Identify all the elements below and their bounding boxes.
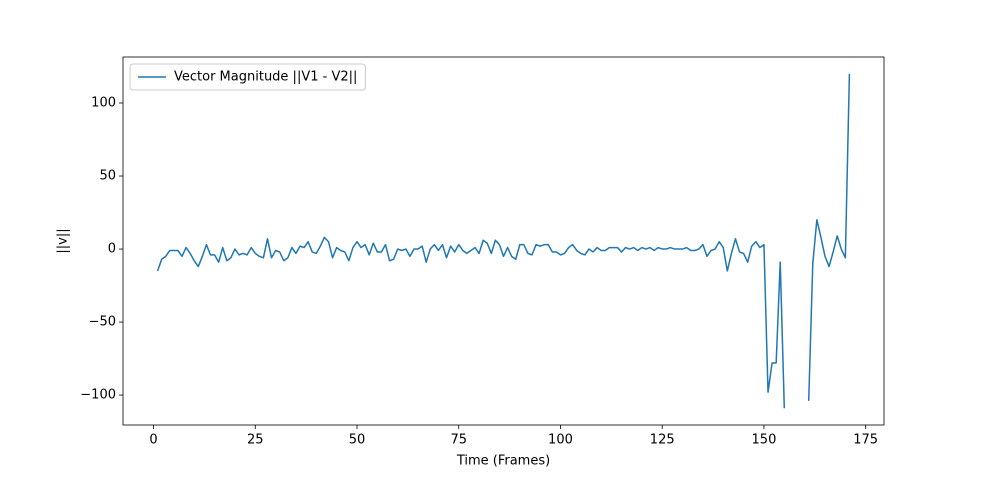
x-tick-label: 50 — [349, 433, 366, 448]
x-tick-label: 175 — [853, 433, 878, 448]
x-tick-label: 100 — [548, 433, 573, 448]
y-tick-label: 50 — [99, 169, 116, 184]
x-tick-label: 75 — [450, 433, 467, 448]
x-tick-label: 0 — [149, 433, 157, 448]
data-line — [156, 73, 851, 409]
x-tick-label: 25 — [247, 433, 264, 448]
y-tick-label: −100 — [80, 388, 116, 403]
y-axis-label: ||v|| — [56, 228, 71, 253]
y-tick-label: 100 — [91, 96, 116, 111]
legend-label: Vector Magnitude ||V1 - V2|| — [174, 70, 357, 85]
x-axis-label: Time (Frames) — [456, 454, 550, 469]
plot-frame — [122, 56, 885, 426]
x-tick-label: 125 — [650, 433, 675, 448]
y-tick-label: 0 — [108, 242, 116, 257]
y-tick-label: −50 — [89, 315, 116, 330]
x-tick-label: 150 — [752, 433, 777, 448]
legend-box — [129, 63, 366, 91]
